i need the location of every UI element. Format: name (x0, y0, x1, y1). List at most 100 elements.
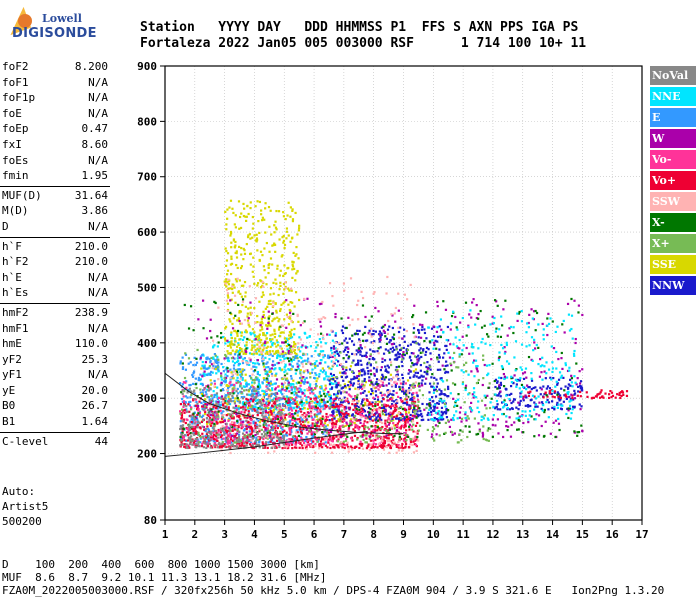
data-point (336, 352, 339, 355)
data-point (266, 352, 270, 355)
data-point (243, 395, 246, 399)
data-point (211, 437, 214, 440)
data-point (381, 357, 384, 360)
data-point (353, 399, 356, 402)
data-point (294, 279, 297, 282)
param-label: h`E (2, 270, 22, 284)
data-point (281, 377, 284, 380)
data-point (294, 397, 297, 401)
data-point (272, 433, 275, 436)
data-point (267, 382, 270, 385)
data-point (344, 386, 347, 389)
data-point (467, 324, 470, 327)
data-point (227, 341, 230, 344)
data-point (224, 210, 227, 214)
data-point (256, 370, 260, 374)
data-point (395, 365, 398, 369)
data-point (242, 445, 246, 448)
data-point (315, 408, 318, 411)
data-point (297, 348, 300, 351)
data-point (546, 317, 549, 320)
data-point (522, 431, 525, 434)
data-point (206, 420, 209, 423)
data-point (402, 350, 405, 354)
data-point (371, 405, 374, 408)
data-point (220, 381, 223, 384)
data-point (335, 396, 338, 399)
data-point (237, 433, 241, 436)
data-point (357, 348, 361, 351)
data-point (389, 339, 392, 342)
data-point (234, 301, 237, 304)
data-point (442, 300, 445, 303)
data-point (578, 403, 581, 406)
data-point (327, 365, 330, 368)
data-point (331, 352, 334, 355)
param-label: B1 (2, 415, 16, 429)
data-point (233, 410, 236, 413)
data-point (413, 385, 416, 388)
data-point (252, 386, 255, 389)
data-point (266, 350, 269, 354)
data-point (431, 433, 434, 436)
data-point (213, 353, 216, 356)
data-point (211, 446, 214, 449)
data-point (197, 412, 200, 415)
data-point (286, 343, 290, 346)
data-point (549, 432, 552, 435)
data-point (203, 364, 206, 367)
data-point (183, 439, 186, 442)
data-point (253, 381, 256, 384)
data-point (349, 437, 353, 440)
data-point (246, 436, 249, 439)
data-point (240, 406, 243, 409)
data-point (376, 384, 380, 387)
data-point (369, 383, 372, 387)
data-point (222, 437, 225, 440)
data-point (351, 340, 354, 343)
data-point (416, 410, 419, 413)
data-point (408, 425, 411, 428)
data-point (367, 332, 370, 335)
data-point (385, 384, 388, 387)
data-point (222, 369, 225, 373)
data-point (330, 346, 333, 350)
data-point (424, 353, 427, 356)
data-point (621, 391, 625, 394)
data-point (306, 357, 310, 360)
data-point (398, 352, 401, 356)
data-point (291, 447, 294, 450)
data-point (378, 416, 382, 420)
data-point (354, 396, 357, 399)
data-point (257, 419, 260, 423)
data-point (205, 393, 208, 396)
data-point (195, 416, 198, 420)
data-point (367, 443, 370, 446)
data-point (388, 433, 391, 436)
data-point (354, 403, 357, 406)
data-point (400, 446, 403, 449)
data-point (325, 405, 328, 408)
data-point (245, 426, 249, 429)
data-point (193, 392, 196, 395)
data-point (389, 440, 392, 443)
data-point (192, 443, 195, 446)
data-point (392, 435, 395, 439)
data-point (411, 414, 414, 417)
data-point (313, 405, 316, 408)
data-point (226, 252, 230, 255)
data-point (208, 372, 211, 375)
data-point (513, 374, 516, 377)
data-point (372, 329, 375, 333)
data-point (201, 382, 204, 386)
data-point (379, 338, 382, 342)
data-point (211, 418, 214, 421)
data-point (526, 384, 529, 387)
data-point (270, 372, 274, 376)
data-point (287, 408, 290, 412)
data-point (398, 419, 401, 422)
data-point (202, 389, 205, 392)
data-point (315, 439, 318, 442)
data-point (331, 424, 334, 427)
data-point (363, 377, 366, 381)
